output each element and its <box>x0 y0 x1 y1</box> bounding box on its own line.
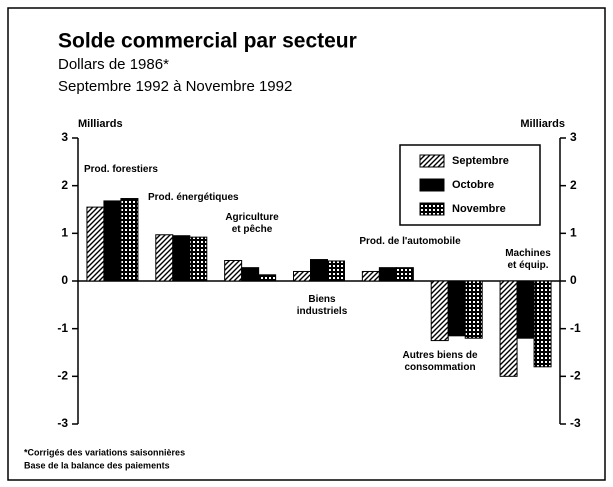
y2-tick-label: -3 <box>570 416 581 430</box>
bar <box>430 280 449 342</box>
category-label: Biens industriels <box>296 294 348 317</box>
y2-tick-label: 3 <box>570 130 577 144</box>
y2-tick-label: -1 <box>570 321 581 335</box>
category-label: Machines et équip. <box>505 248 551 271</box>
bar <box>155 234 174 282</box>
legend-label: Octobre <box>452 179 494 191</box>
legend-label: Septembre <box>452 155 509 167</box>
y-tick-label: 0 <box>61 273 68 287</box>
subtitle: Dollars de 1986* <box>58 56 169 73</box>
chart-title: Solde commercial par secteur <box>58 30 357 53</box>
bar <box>293 270 311 282</box>
bar <box>533 280 552 368</box>
y-tick-label: 3 <box>61 130 68 144</box>
y2-axis-label: Milliards <box>520 118 565 130</box>
bar <box>516 280 535 339</box>
bar <box>395 267 414 282</box>
bar <box>361 270 380 282</box>
y2-tick-label: -2 <box>570 369 581 383</box>
bar <box>189 236 208 282</box>
y-tick-label: -2 <box>57 369 68 383</box>
category-label: Prod. forestiers <box>84 164 158 175</box>
legend-swatch <box>419 154 445 168</box>
bar <box>224 260 243 282</box>
frame <box>7 7 606 481</box>
bar <box>103 200 122 282</box>
bar <box>310 259 328 282</box>
category-label: Autres biens de consommation <box>402 350 478 373</box>
bar <box>464 280 483 339</box>
bar <box>499 280 518 377</box>
y-tick-label: 1 <box>61 226 68 240</box>
y2-tick-label: 1 <box>570 226 577 240</box>
bar <box>327 260 345 282</box>
footnote: *Corrigés des variations saisonnières <box>24 447 185 457</box>
y-tick-label: 2 <box>61 178 68 192</box>
subtitle: Septembre 1992 à Novembre 1992 <box>58 78 292 95</box>
category-label: Prod. énergétiques <box>148 192 239 203</box>
bar <box>241 267 260 282</box>
bar <box>258 274 277 282</box>
bar <box>172 235 191 282</box>
legend-swatch <box>419 202 445 216</box>
category-label: Prod. de l'automobile <box>359 236 461 247</box>
bar <box>120 198 139 282</box>
y2-tick-label: 2 <box>570 178 577 192</box>
legend-swatch <box>419 178 445 192</box>
y-axis-label: Milliards <box>78 118 123 130</box>
bar <box>447 280 466 337</box>
bar <box>378 267 397 282</box>
bar <box>86 206 105 282</box>
y-tick-label: -3 <box>57 416 68 430</box>
category-label: Agriculture et pêche <box>225 212 279 235</box>
y2-tick-label: 0 <box>570 273 577 287</box>
footnote: Base de la balance des paiements <box>24 460 170 470</box>
y-tick-label: -1 <box>57 321 68 335</box>
legend-label: Novembre <box>452 203 506 215</box>
